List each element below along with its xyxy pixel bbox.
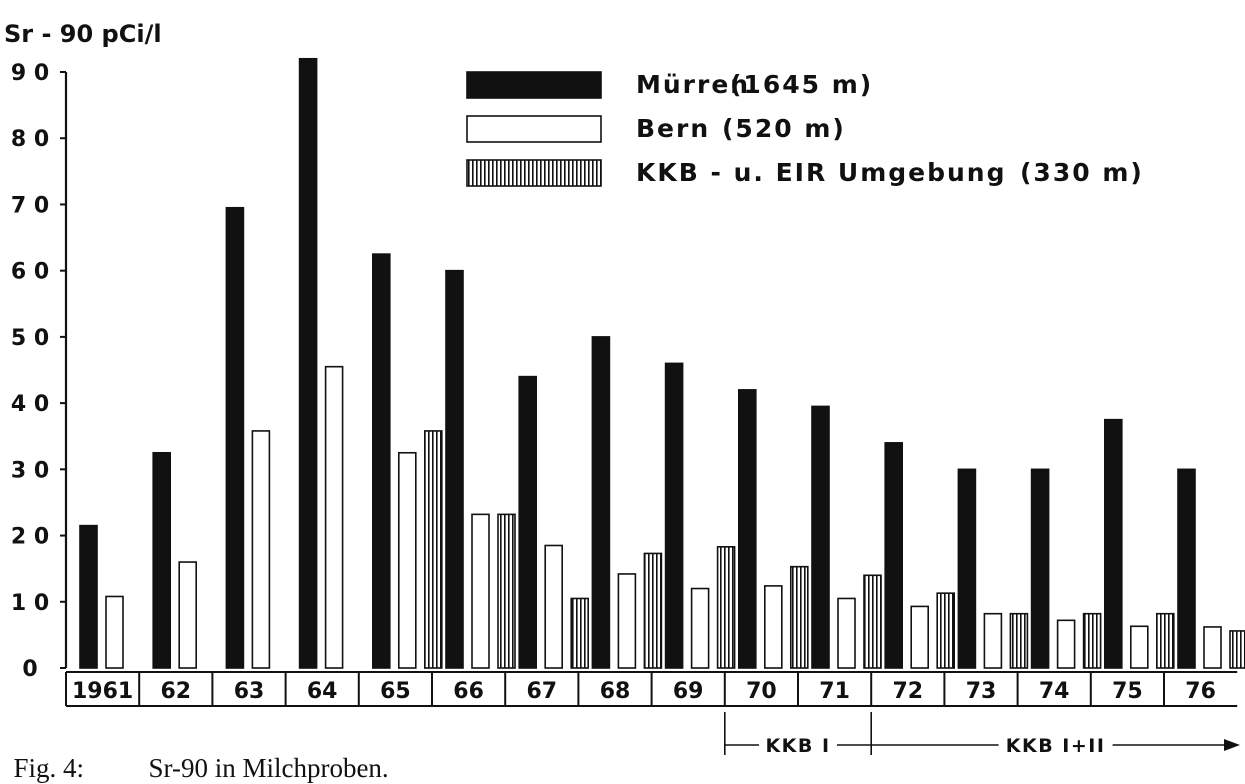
legend-label: KKB - u. EIR Umgebung <box>636 158 1007 187</box>
bar-solid-70 <box>737 389 757 669</box>
figure-caption: Fig. 4: Sr-90 in Milchproben. <box>0 722 389 784</box>
bar-striped-72 <box>936 592 956 669</box>
bar-striped-74 <box>1082 612 1102 669</box>
bar-solid-69 <box>664 362 684 669</box>
bar-solid-64 <box>298 57 318 669</box>
y-tick-label: 1 0 <box>11 591 49 616</box>
bar-hollow-72 <box>910 605 930 669</box>
bar-hollow-64 <box>324 365 344 669</box>
y-tick-label: 0 <box>22 657 37 682</box>
period-annotations: KKB I KKB I+II <box>723 712 1240 755</box>
bar-striped-65 <box>423 430 443 669</box>
bar-hollow-66 <box>471 513 490 669</box>
bar-solid-67 <box>518 375 538 669</box>
bar-hollow-65 <box>397 451 417 669</box>
y-axis-label: Sr - 90 pCi/l <box>4 20 162 48</box>
x-tick-label: 68 <box>600 679 631 704</box>
x-tick-label: 67 <box>526 679 557 704</box>
legend: Mürren(1645 m) Bern (520 m) KKB - u. EIR Um… <box>466 70 1144 187</box>
y-tick-label: 6 0 <box>11 260 49 285</box>
x-tick-label: 75 <box>1112 679 1143 704</box>
y-tick-label: 7 0 <box>11 193 49 218</box>
legend-elevation: (1645 m) <box>730 70 873 99</box>
bar-striped-75 <box>1156 612 1175 669</box>
arrow-right-icon <box>1224 739 1240 751</box>
legend-label: Mürren <box>636 70 750 99</box>
x-tick-label: 74 <box>1039 679 1070 704</box>
x-tick-label: 73 <box>966 679 997 704</box>
bar-solid-1961 <box>79 524 98 669</box>
x-tick-label: 62 <box>160 679 191 704</box>
legend-elevation: (330 m) <box>1020 158 1144 187</box>
y-axis: 0 1 0 2 0 3 0 4 0 5 0 6 0 7 0 8 0 9 0 <box>11 61 68 682</box>
bar-solid-63 <box>225 206 245 669</box>
legend-swatch-striped <box>466 159 602 187</box>
x-tick-label: 66 <box>453 679 484 704</box>
x-tick-label: 1961 <box>72 679 133 704</box>
bar-hollow-68 <box>617 573 637 669</box>
bar-hollow-73 <box>983 612 1003 669</box>
bar-hollow-71 <box>837 597 856 669</box>
bar-striped-67 <box>570 597 590 669</box>
bar-hollow-63 <box>251 430 271 669</box>
bar-striped-76 <box>1229 630 1245 669</box>
y-tick-label: 5 0 <box>11 326 49 351</box>
bar-striped-73 <box>1009 612 1029 669</box>
x-tick-label: 71 <box>819 679 850 704</box>
y-tick-label: 3 0 <box>11 458 49 483</box>
bar-hollow-69 <box>690 587 710 669</box>
y-tick-label: 8 0 <box>11 127 49 152</box>
bar-striped-66 <box>497 513 516 669</box>
legend-swatch-solid <box>466 71 602 99</box>
bar-striped-71 <box>863 574 882 669</box>
legend-elevation: (520 m) <box>722 114 846 143</box>
bar-solid-65 <box>371 253 391 669</box>
bar-solid-75 <box>1104 418 1123 669</box>
bars <box>79 57 1245 669</box>
x-tick-label: 70 <box>746 679 777 704</box>
x-tick-label: 63 <box>234 679 265 704</box>
x-tick-label: 64 <box>307 679 338 704</box>
bar-solid-72 <box>884 442 904 669</box>
legend-swatch-hollow <box>466 115 602 143</box>
x-tick-label: 76 <box>1185 679 1216 704</box>
y-tick-label: 9 0 <box>11 61 49 86</box>
bar-hollow-76 <box>1203 626 1222 669</box>
bar-solid-73 <box>957 468 977 669</box>
bar-hollow-1961 <box>105 595 124 669</box>
bar-striped-70 <box>789 565 809 669</box>
bar-hollow-67 <box>544 544 564 669</box>
figure-caption-text: Sr-90 in Milchproben. <box>148 753 389 783</box>
x-tick-label: 72 <box>892 679 923 704</box>
chart: Sr - 90 pCi/l 0 1 0 2 0 3 0 4 0 5 0 6 0 7 0 8 0 9… <box>4 20 1245 755</box>
bar-solid-68 <box>591 336 611 669</box>
period-label: KKB I <box>765 735 830 755</box>
y-tick-label: 4 0 <box>11 392 49 417</box>
bar-solid-74 <box>1030 468 1050 669</box>
bar-hollow-70 <box>763 585 783 669</box>
bar-solid-66 <box>445 269 464 669</box>
x-axis: 1961 62 63 64 65 66 67 68 69 70 71 72 73 74 75 76 <box>65 671 1238 707</box>
bar-solid-76 <box>1177 468 1196 669</box>
bar-hollow-62 <box>178 561 197 669</box>
bar-solid-71 <box>811 405 830 669</box>
x-tick-label: 65 <box>380 679 411 704</box>
y-tick-label: 2 0 <box>11 525 49 550</box>
figure-label: Fig. 4: <box>13 753 85 783</box>
period-label: KKB I+II <box>1006 735 1106 755</box>
legend-label: Bern <box>636 114 710 143</box>
bar-striped-68 <box>643 552 663 669</box>
bar-hollow-75 <box>1130 625 1149 669</box>
x-tick-label: 69 <box>673 679 704 704</box>
bar-solid-62 <box>152 451 171 669</box>
bar-striped-69 <box>716 546 736 669</box>
bar-hollow-74 <box>1056 619 1076 669</box>
